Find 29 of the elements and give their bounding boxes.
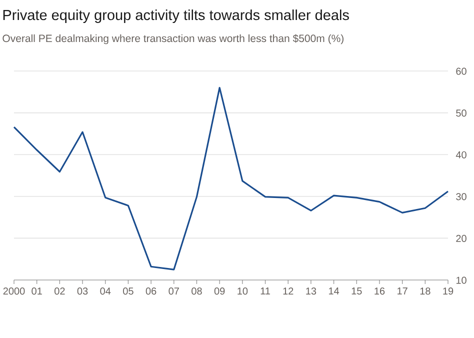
x-tick-label: 18 xyxy=(420,288,430,295)
x-tick-label: 11 xyxy=(260,288,270,294)
x-tick-label: 17 xyxy=(398,288,408,294)
y-tick-label: 40 xyxy=(456,151,466,158)
chart-title: Private equity group activity tilts towards smaller deals xyxy=(3,9,349,24)
x-tick-label: 15 xyxy=(352,288,362,294)
x-tick-label: 05 xyxy=(123,288,134,295)
x-tick-label: 10 xyxy=(238,288,248,295)
x-tick-label: 13 xyxy=(306,288,316,295)
chart-subtitle: Overall PE dealmaking where transaction was worth less than $500m (%) xyxy=(2,34,344,44)
x-tick-label: 12 xyxy=(283,288,294,294)
y-tick-label: 60 xyxy=(456,68,466,75)
y-tick-label: 30 xyxy=(456,193,466,200)
x-tick-label: 14 xyxy=(328,288,340,294)
x-tick-label: 02 xyxy=(54,288,65,295)
x-tick-label: 04 xyxy=(100,288,111,295)
y-tick-label: 50 xyxy=(456,110,466,117)
x-tick-label: 2000 xyxy=(3,288,25,295)
x-tick-label: 08 xyxy=(192,288,202,295)
x-tick-label: 03 xyxy=(77,288,88,295)
y-tick-label: 10 xyxy=(456,276,466,284)
x-tick-label: 16 xyxy=(374,288,385,295)
x-tick-label: 06 xyxy=(146,288,156,295)
x-tick-label: 19 xyxy=(443,288,454,295)
line-series xyxy=(13,86,449,270)
y-tick-label: 20 xyxy=(456,234,466,242)
x-tick-label: 07 xyxy=(168,288,179,295)
x-tick-label: 09 xyxy=(214,288,225,295)
x-tick-label: 01 xyxy=(32,288,42,295)
